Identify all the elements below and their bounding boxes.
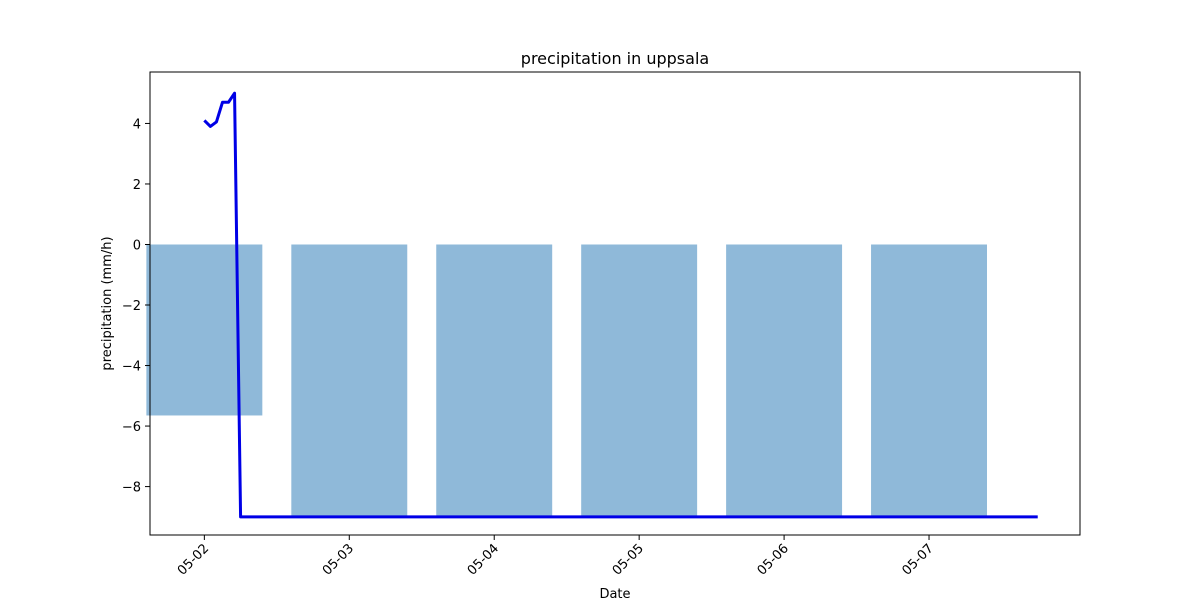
line-layer [203, 91, 1038, 519]
bar-05-02 [146, 244, 263, 416]
x-tick-label: 05-02 [175, 541, 212, 578]
x-axis: 05-02 05-03 05-04 05-05 05-06 05-07 [175, 535, 937, 579]
bar-05-06 [726, 244, 843, 517]
plot-frame [149, 71, 1081, 536]
y-tick-label: −8 [122, 481, 141, 496]
y-tick-label: 2 [133, 178, 141, 193]
y-axis: 4 2 0 −2 −4 −6 −8 [122, 117, 150, 496]
x-tick-label: 05-03 [320, 541, 357, 578]
x-axis-label: Date [599, 587, 630, 600]
bar-05-05 [581, 244, 698, 517]
bar-05-07 [871, 244, 987, 517]
x-tick-label: 05-06 [755, 541, 792, 578]
bar-05-03 [291, 244, 408, 517]
precipitation-line [203, 91, 1038, 519]
x-tick-label: 05-04 [465, 541, 502, 578]
bars-layer [146, 244, 987, 517]
bar-05-04 [436, 244, 553, 517]
y-tick-label: −6 [122, 420, 141, 435]
y-tick-label: 0 [133, 238, 141, 253]
y-axis-label: precipitation (mm/h) [100, 236, 115, 370]
y-tick-label: −2 [122, 299, 141, 314]
y-tick-label: 4 [133, 117, 141, 132]
x-tick-label: 05-05 [610, 541, 647, 578]
y-tick-label: −4 [122, 360, 141, 375]
x-tick-label: 05-07 [900, 541, 937, 578]
chart-title: precipitation in uppsala [521, 49, 709, 68]
